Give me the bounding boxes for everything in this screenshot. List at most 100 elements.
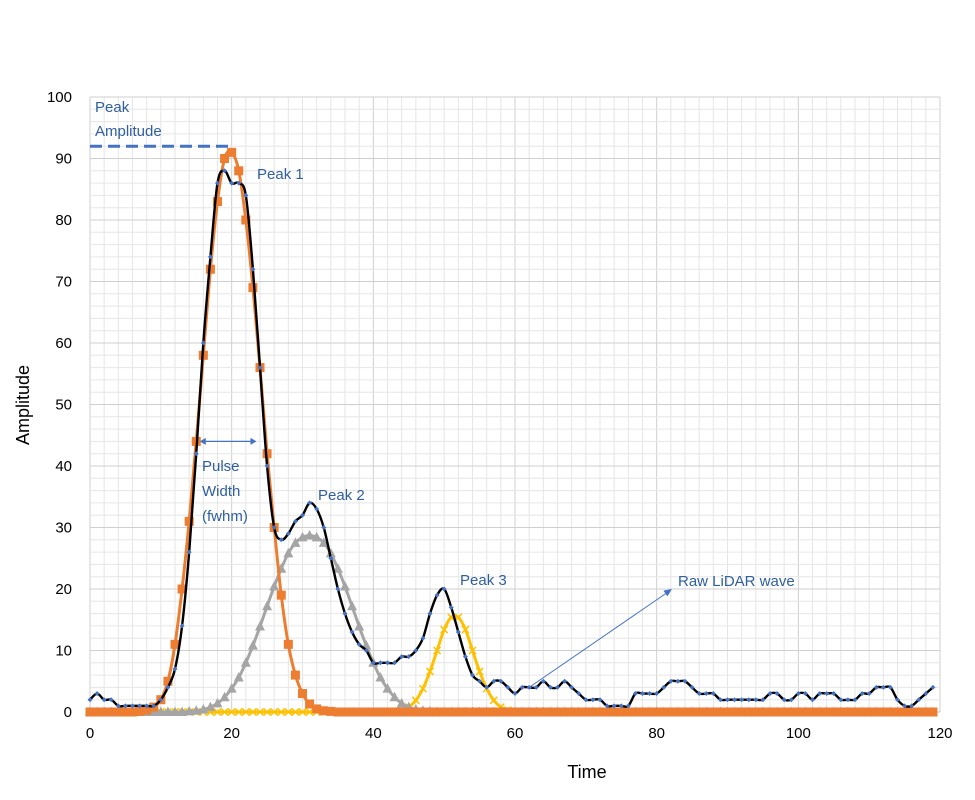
data-point-raw <box>873 684 879 690</box>
x-marker-stroke <box>461 625 470 634</box>
x-marker-stroke <box>468 646 477 655</box>
data-point-peak3 <box>298 707 307 717</box>
data-point-peak1 <box>928 707 938 717</box>
data-point-peak1 <box>531 707 541 717</box>
data-point-raw <box>278 537 284 543</box>
data-point-raw <box>739 697 745 703</box>
x-marker-stroke <box>440 625 449 634</box>
x-marker-stroke <box>411 696 420 705</box>
y-tick-label: 90 <box>55 151 72 168</box>
data-point-peak1 <box>305 699 315 709</box>
data-point-peak1 <box>163 676 173 686</box>
data-point-peak3 <box>220 707 229 717</box>
data-point-raw <box>491 678 497 684</box>
data-point-raw <box>406 654 412 660</box>
data-point-peak3 <box>234 707 243 717</box>
y-tick-label: 70 <box>55 274 72 291</box>
data-point-peak1 <box>99 707 109 717</box>
data-point-raw <box>909 703 915 709</box>
data-point-raw <box>250 266 256 272</box>
data-point-peak1 <box>276 590 286 600</box>
series-line-peak1 <box>88 149 935 714</box>
data-point-peak2 <box>269 581 280 591</box>
data-point-peak1 <box>184 516 194 526</box>
x-tick-label: 20 <box>223 725 240 742</box>
data-point-raw <box>810 697 815 703</box>
data-point-peak1 <box>666 707 676 717</box>
data-point-peak1 <box>687 707 697 717</box>
data-point-peak1 <box>638 707 647 717</box>
x-marker-stroke <box>298 707 307 717</box>
data-point-peak1 <box>432 707 442 717</box>
data-point-raw <box>675 678 681 684</box>
x-marker-stroke <box>284 707 293 717</box>
data-point-raw <box>179 623 185 629</box>
data-point-peak1 <box>227 147 237 157</box>
data-point-peak1 <box>248 283 258 293</box>
data-point-raw <box>200 340 206 346</box>
x-marker-stroke <box>234 707 243 717</box>
data-point-peak1 <box>772 707 782 717</box>
data-point-peak1 <box>333 707 343 717</box>
data-point-peak1 <box>723 707 732 717</box>
data-point-raw <box>243 192 249 198</box>
data-point-peak1 <box>553 707 562 717</box>
data-point-raw <box>569 684 575 690</box>
data-point-peak1 <box>893 707 902 717</box>
data-point-peak1 <box>871 707 881 717</box>
data-point-raw <box>115 703 121 709</box>
data-point-peak1 <box>517 707 527 717</box>
data-point-raw <box>547 684 553 690</box>
data-point-peak2 <box>318 537 329 547</box>
data-point-peak1 <box>354 707 364 717</box>
data-point-peak1 <box>312 704 322 714</box>
y-tick-label: 20 <box>55 581 72 598</box>
data-point-peak2 <box>191 705 202 715</box>
data-point-peak2 <box>219 691 230 702</box>
x-marker-stroke <box>248 707 257 717</box>
data-point-peak1 <box>836 707 846 717</box>
data-point-raw <box>448 604 454 610</box>
data-point-peak1 <box>822 707 832 717</box>
data-point-raw <box>101 697 107 703</box>
series-peak1 <box>85 147 938 717</box>
data-point-raw <box>462 654 468 660</box>
x-tick-label: 0 <box>86 725 94 742</box>
data-point-peak1 <box>298 689 307 699</box>
data-point-peak3 <box>277 707 286 717</box>
data-point-peak1 <box>475 707 485 717</box>
data-point-peak1 <box>900 707 910 717</box>
data-point-peak1 <box>715 707 725 717</box>
data-point-raw <box>689 684 695 690</box>
data-point-raw <box>817 691 823 697</box>
data-point-peak1 <box>829 707 839 717</box>
data-point-raw <box>215 180 220 186</box>
data-point-peak1 <box>744 707 754 717</box>
annotation-peak-3: Peak 3 <box>460 572 507 589</box>
data-point-raw <box>151 703 157 709</box>
data-point-peak2 <box>233 672 244 682</box>
data-point-peak1 <box>361 707 371 717</box>
data-point-raw <box>130 703 135 709</box>
data-point-raw <box>321 525 327 530</box>
x-marker-stroke <box>213 707 222 717</box>
series-line-peak3 <box>88 614 935 714</box>
horizontal-gridlines <box>90 96 940 713</box>
data-point-peak3 <box>291 707 300 717</box>
data-point-raw <box>866 691 872 697</box>
data-point-raw <box>618 703 624 709</box>
data-point-raw <box>661 684 667 690</box>
data-point-peak1 <box>595 707 605 717</box>
data-point-raw <box>831 691 837 697</box>
data-point-raw <box>207 254 213 260</box>
data-point-raw <box>923 691 929 697</box>
data-point-peak1 <box>779 707 789 717</box>
data-point-peak1 <box>645 707 655 717</box>
data-point-raw <box>477 678 483 684</box>
data-point-raw <box>512 691 518 697</box>
x-marker-stroke <box>270 707 279 717</box>
data-point-peak1 <box>496 707 506 717</box>
data-point-peak1 <box>730 707 740 717</box>
data-point-peak3 <box>475 667 484 676</box>
